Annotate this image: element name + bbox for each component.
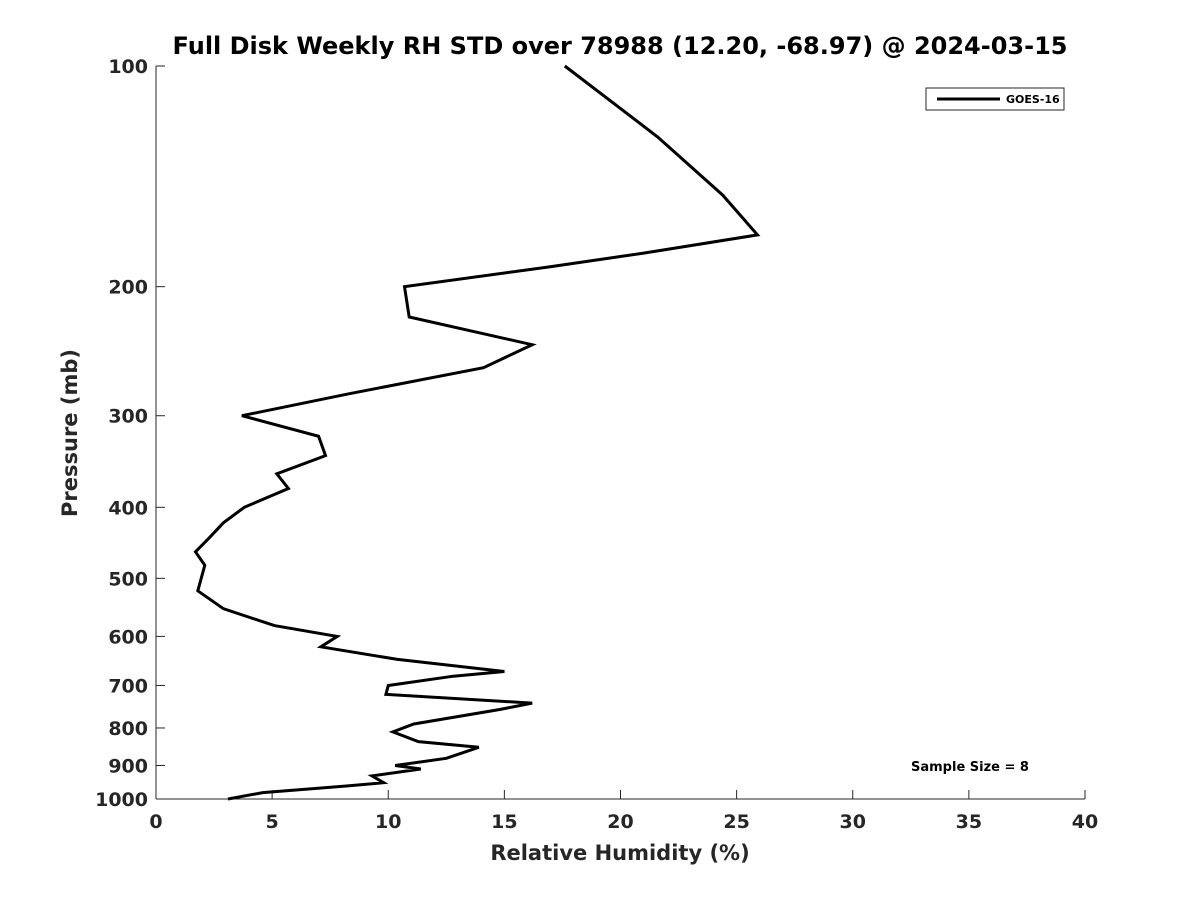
- y-tick-label: 400: [108, 497, 148, 519]
- series-line-goes-16: [193, 64, 761, 801]
- x-tick-label: 20: [607, 811, 633, 833]
- y-tick-label: 1000: [95, 789, 148, 811]
- series-lines: [193, 64, 761, 801]
- x-tick-label: 30: [840, 811, 866, 833]
- y-tick-label: 800: [108, 718, 148, 740]
- y-tick-label: 200: [108, 277, 148, 299]
- x-tick-label: 40: [1072, 811, 1098, 833]
- sample-size-annotation: Sample Size = 8: [911, 760, 1029, 775]
- x-tick-label: 5: [266, 811, 279, 833]
- y-tick-label: 500: [108, 568, 148, 590]
- chart-title: Full Disk Weekly RH STD over 78988 (12.2…: [173, 32, 1068, 60]
- x-axis-label: Relative Humidity (%): [490, 841, 749, 865]
- x-tick-label: 25: [723, 811, 749, 833]
- y-axis-label: Pressure (mb): [58, 349, 82, 517]
- x-tick-label: 35: [956, 811, 982, 833]
- y-tick-label: 600: [108, 626, 148, 648]
- y-tick-label: 300: [108, 406, 148, 428]
- axes: 0 5 10 15 20 25 30 35 40 100 200 300 400 500 600 700 800…: [95, 56, 1098, 833]
- x-tick-label: 15: [491, 811, 517, 833]
- y-tick-label: 100: [108, 56, 148, 78]
- legend: GOES-16: [925, 87, 1065, 111]
- x-tick-label: 0: [149, 811, 162, 833]
- y-tick-label: 700: [108, 675, 148, 697]
- legend-label: GOES-16: [1006, 93, 1060, 106]
- x-tick-label: 10: [375, 811, 401, 833]
- y-tick-label: 900: [108, 755, 148, 777]
